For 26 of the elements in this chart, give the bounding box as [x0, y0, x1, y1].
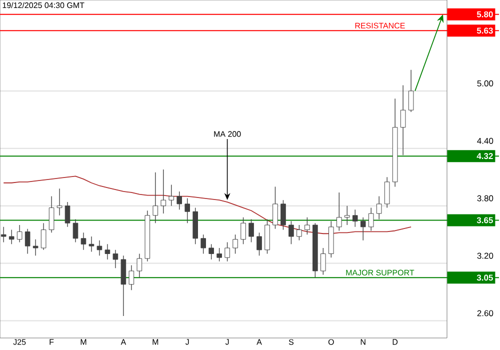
ref-line-label: 5.63 — [476, 28, 493, 34]
x-tick-label: N — [360, 339, 366, 345]
ref-line-label: 5.80 — [476, 11, 493, 18]
x-tick-label: O — [328, 339, 334, 345]
ref-line-label: 4.32 — [476, 153, 493, 160]
x-tick-label: J — [225, 339, 229, 345]
annotation: MAJOR SUPPORT — [346, 270, 414, 276]
x-tick-label: S — [288, 339, 294, 345]
x-tick-label: D — [392, 339, 398, 345]
y-tick-label: 5.00 — [477, 80, 494, 86]
y-tick-label: 3.80 — [477, 195, 494, 202]
ref-line-label: 3.05 — [476, 274, 493, 281]
text: MA 200 — [214, 131, 241, 137]
annotation: RESISTANCE — [355, 22, 405, 28]
x-tick-label: J — [185, 339, 189, 345]
y-tick-label: 4.40 — [477, 138, 494, 144]
x-tick-label: J25 — [13, 339, 26, 345]
x-tick-label: A — [120, 339, 126, 345]
x-tick-label: M — [80, 339, 86, 345]
annotation: 19/12/2025 04:30 GMT — [2, 2, 84, 8]
x-tick-label: F — [50, 339, 54, 345]
x-tick-label: A — [256, 339, 262, 345]
y-tick-label: 3.20 — [477, 252, 494, 259]
y-tick-label: 2.60 — [477, 310, 494, 316]
ref-line-label: 3.65 — [476, 217, 493, 224]
x-tick-label: M — [152, 339, 158, 345]
